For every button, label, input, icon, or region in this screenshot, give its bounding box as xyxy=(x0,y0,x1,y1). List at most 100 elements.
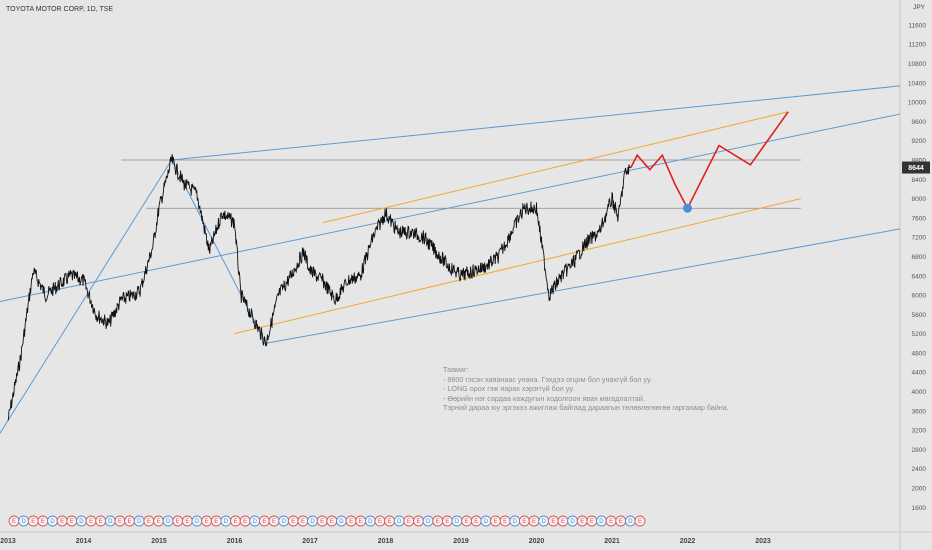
event-marker-label: E xyxy=(31,519,35,525)
y-tick-label: 6800 xyxy=(912,254,927,261)
event-marker-label: D xyxy=(281,519,286,525)
event-marker-label: E xyxy=(359,519,363,525)
event-marker-label: E xyxy=(70,519,74,525)
event-marker-label: E xyxy=(320,519,324,525)
forecast-note[interactable]: Таамаг: - 8800 гэсэн хаяанаас унана. Гэх… xyxy=(443,365,729,413)
event-marker-label: E xyxy=(272,519,276,525)
event-marker-label: E xyxy=(407,519,411,525)
event-marker-label: E xyxy=(416,519,420,525)
y-tick-label: 3600 xyxy=(912,408,927,415)
y-tick-label: 4800 xyxy=(912,350,927,357)
y-tick-label: 10400 xyxy=(908,80,926,87)
event-marker-label: E xyxy=(465,519,469,525)
event-marker-label: E xyxy=(388,519,392,525)
event-marker-label: E xyxy=(522,519,526,525)
event-marker-label: E xyxy=(233,519,237,525)
event-marker-label: E xyxy=(445,519,449,525)
event-marker-label: E xyxy=(262,519,266,525)
y-tick-label: 2400 xyxy=(912,466,927,473)
event-marker-label: E xyxy=(118,519,122,525)
y-tick-label: 2000 xyxy=(912,486,927,493)
channel-anchor-line[interactable] xyxy=(171,159,267,344)
event-marker-label: E xyxy=(532,519,536,525)
event-marker-label: E xyxy=(436,519,440,525)
y-tick-label: 10000 xyxy=(908,100,926,107)
event-marker-label: E xyxy=(590,519,594,525)
event-marker-label: E xyxy=(89,519,93,525)
event-marker-label: D xyxy=(310,519,315,525)
y-tick-label: 1600 xyxy=(912,505,927,512)
event-marker-label: E xyxy=(243,519,247,525)
x-tick-label: 2014 xyxy=(76,538,92,545)
event-marker-label: E xyxy=(503,519,507,525)
note-line: - Өөрийн нэг сардаа каждугын ходолгоон я… xyxy=(443,393,645,403)
y-tick-label: 11200 xyxy=(908,42,926,49)
event-marker-label: D xyxy=(599,519,604,525)
note-line: - LONG орох гэж яарах хэрэггүй бол уу. xyxy=(443,384,575,393)
x-tick-label: 2023 xyxy=(755,538,771,545)
event-marker-label: D xyxy=(455,519,460,525)
event-marker-label: E xyxy=(330,519,334,525)
current-price-tag xyxy=(902,161,930,174)
event-marker-label: D xyxy=(426,519,431,525)
event-marker-label: E xyxy=(128,519,132,525)
event-marker-label: E xyxy=(156,519,160,525)
event-marker-label: E xyxy=(609,519,613,525)
event-marker-label: D xyxy=(21,519,26,525)
event-marker-label: E xyxy=(378,519,382,525)
event-marker-label: D xyxy=(253,519,258,525)
y-tick-label: 10800 xyxy=(908,61,926,68)
y-tick-label: 9200 xyxy=(912,138,927,145)
note-line: Тэрний дараа юу эргэхээ ажиглаж байгаад … xyxy=(443,403,729,412)
x-tick-label: 2015 xyxy=(151,538,167,545)
channel-middle-line[interactable] xyxy=(0,113,901,303)
projection-path[interactable] xyxy=(630,111,789,210)
event-marker-label: D xyxy=(397,519,402,525)
x-tick-label: 2013 xyxy=(0,538,16,545)
currency-label: JPY xyxy=(913,4,925,11)
event-marker-label: D xyxy=(224,519,229,525)
note-line: Таамаг: xyxy=(443,365,469,374)
event-marker-label: E xyxy=(494,519,498,525)
y-tick-label: 5600 xyxy=(912,312,927,319)
y-tick-label: 9600 xyxy=(912,119,927,126)
symbol-title[interactable]: TOYOTA MOTOR CORP, 1D, TSE xyxy=(6,6,114,13)
channel-lower-line[interactable] xyxy=(265,228,901,344)
event-marker-label: D xyxy=(542,519,547,525)
event-marker-label: D xyxy=(339,519,344,525)
event-marker-label: E xyxy=(561,519,565,525)
orange-channel-upper-line[interactable] xyxy=(322,111,789,224)
note-line: - 8800 гэсэн хаяанаас унана. Гэхдээ огцо… xyxy=(443,374,652,384)
event-marker-label: D xyxy=(628,519,633,525)
y-tick-label: 5200 xyxy=(912,331,927,338)
x-tick-label: 2021 xyxy=(604,538,620,545)
y-tick-label: 8400 xyxy=(912,177,927,184)
y-tick-label: 6000 xyxy=(912,293,927,300)
channel-anchor-line[interactable] xyxy=(0,159,173,434)
earnings-event-marker[interactable] xyxy=(634,515,646,527)
y-tick-label: 8000 xyxy=(912,196,927,203)
x-tick-label: 2020 xyxy=(529,538,545,545)
x-tick-label: 2016 xyxy=(227,538,243,545)
y-tick-label: 7200 xyxy=(912,235,927,242)
price-series-line[interactable] xyxy=(7,153,631,421)
event-marker-label: E xyxy=(551,519,555,525)
target-point[interactable] xyxy=(683,203,692,213)
event-marker-label: D xyxy=(108,519,113,525)
event-marker-label: E xyxy=(474,519,478,525)
event-marker-label: D xyxy=(570,519,575,525)
x-tick-label: 2019 xyxy=(453,538,469,545)
event-marker-label: E xyxy=(41,519,45,525)
channel-upper-line[interactable] xyxy=(171,85,901,161)
event-marker-label: E xyxy=(12,519,16,525)
event-marker-label: E xyxy=(176,519,180,525)
event-marker-label: D xyxy=(368,519,373,525)
event-marker-label: E xyxy=(301,519,305,525)
orange-channel-lower-line[interactable] xyxy=(234,198,801,335)
event-marker-label: D xyxy=(79,519,84,525)
event-marker-label: D xyxy=(195,519,200,525)
event-marker-label: E xyxy=(60,519,64,525)
y-tick-label: 7600 xyxy=(912,215,927,222)
